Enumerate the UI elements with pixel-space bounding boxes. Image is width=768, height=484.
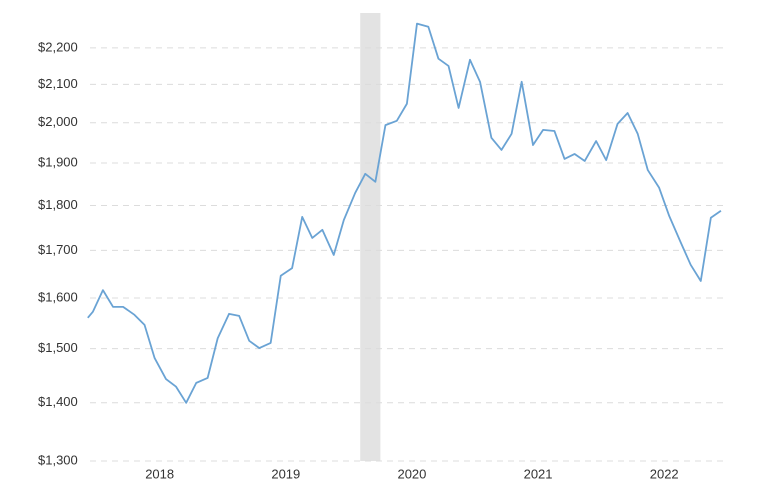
y-tick-label: $1,400: [38, 394, 78, 409]
y-tick-label: $2,000: [38, 114, 78, 129]
shaded-band: [360, 13, 381, 461]
y-tick-label: $2,100: [38, 76, 78, 91]
x-tick-label: 2019: [271, 466, 300, 481]
y-tick-label: $2,200: [38, 39, 78, 54]
y-tick-label: $1,600: [38, 289, 78, 304]
y-tick-label: $1,500: [38, 340, 78, 355]
x-tick-label: 2021: [524, 466, 553, 481]
y-tick-label: $1,700: [38, 242, 78, 257]
x-tick-label: 2022: [650, 466, 679, 481]
y-tick-label: $1,800: [38, 197, 78, 212]
y-tick-label: $1,900: [38, 154, 78, 169]
x-tick-label: 2018: [145, 466, 174, 481]
y-tick-label: $1,300: [38, 452, 78, 467]
x-tick-label: 2020: [397, 466, 426, 481]
price-line: [87, 22, 722, 404]
